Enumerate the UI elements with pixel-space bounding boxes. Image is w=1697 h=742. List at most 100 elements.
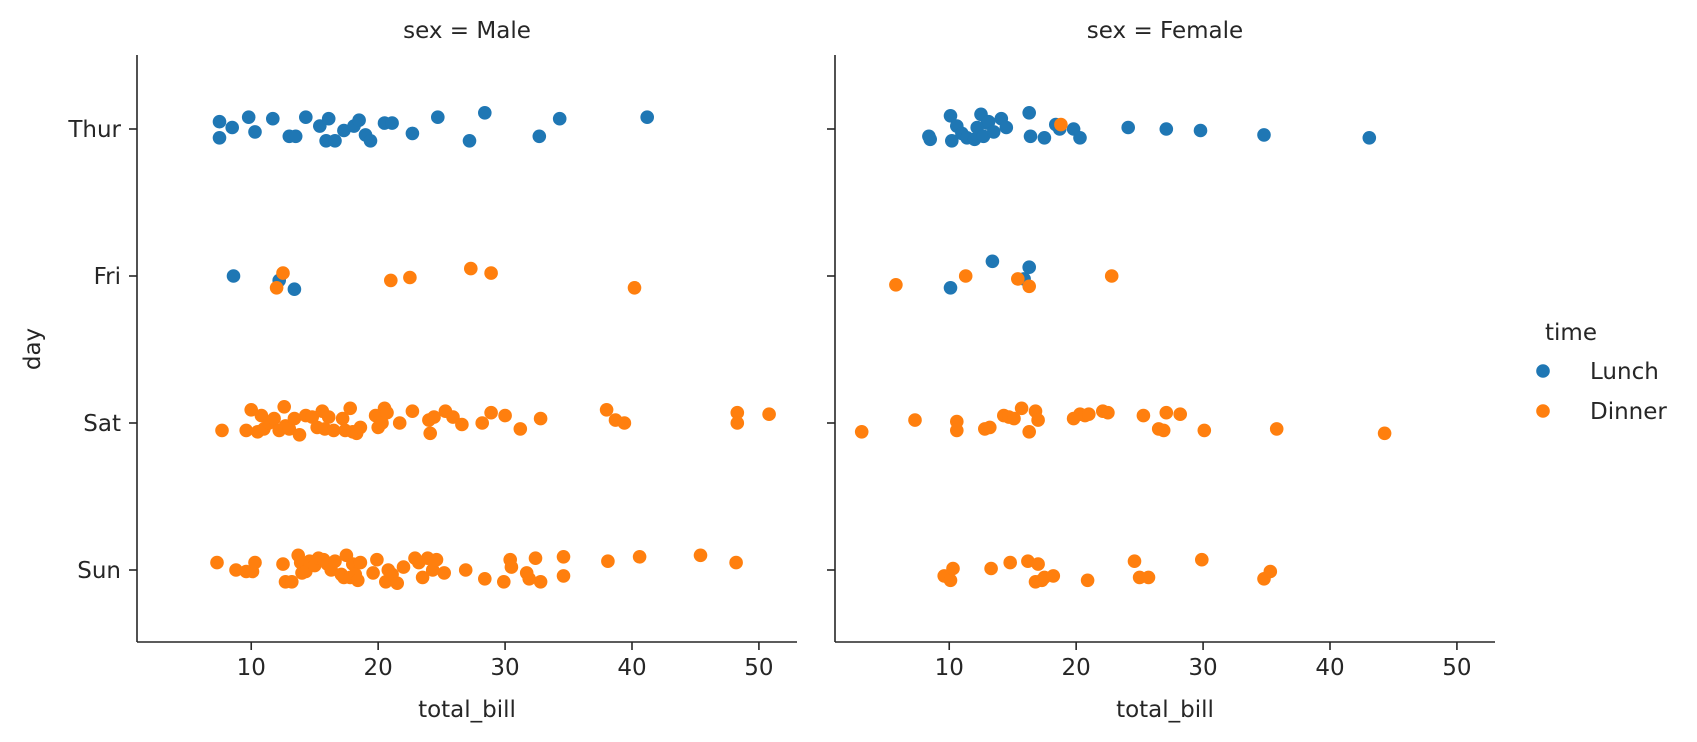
- data-point: [1022, 260, 1036, 275]
- data-point: [478, 572, 492, 586]
- data-point: [1159, 122, 1174, 136]
- data-point: [351, 573, 365, 588]
- data-point: [462, 134, 477, 148]
- x-tick-label: 20: [364, 655, 393, 681]
- data-point: [343, 401, 358, 416]
- data-point: [335, 411, 350, 426]
- legend-item-lunch: Lunch: [1536, 359, 1659, 385]
- series-dinner: [210, 261, 776, 590]
- data-point: [241, 110, 256, 124]
- data-point: [640, 110, 654, 124]
- x-tick-label: 50: [1442, 655, 1471, 681]
- data-point: [1269, 422, 1284, 436]
- data-point: [287, 411, 302, 426]
- data-point: [392, 416, 407, 430]
- data-point: [215, 423, 229, 438]
- data-point: [269, 281, 284, 295]
- data-point: [405, 126, 420, 141]
- panel-title: sex = Female: [1087, 18, 1243, 44]
- y-tick-label: Thur: [67, 117, 121, 143]
- panel-title: sex = Male: [403, 18, 531, 44]
- data-point: [353, 555, 368, 570]
- x-axis-label: total_bill: [1116, 697, 1214, 723]
- data-point: [556, 550, 571, 564]
- data-point: [212, 131, 227, 145]
- y-axis-label: day: [20, 328, 46, 370]
- data-point: [599, 403, 614, 417]
- data-point: [981, 114, 996, 129]
- data-point: [1082, 407, 1096, 422]
- legend-marker: [1536, 404, 1550, 418]
- data-point: [248, 555, 262, 570]
- data-point: [1362, 131, 1377, 145]
- data-point: [730, 405, 745, 420]
- x-tick-label: 30: [1188, 655, 1217, 681]
- data-point: [945, 134, 959, 148]
- data-point: [380, 405, 394, 420]
- data-point: [1377, 426, 1392, 441]
- data-point: [1193, 123, 1208, 138]
- x-tick-label: 40: [617, 655, 646, 681]
- data-point: [1031, 413, 1045, 427]
- data-point: [923, 132, 937, 147]
- data-point: [1127, 554, 1142, 568]
- data-point: [1037, 131, 1052, 145]
- data-point: [328, 554, 342, 568]
- data-point: [475, 416, 490, 430]
- x-axis-label: total_bill: [418, 697, 516, 723]
- data-point: [533, 411, 548, 426]
- data-point: [244, 403, 258, 417]
- data-point: [946, 561, 960, 576]
- series-lunch: [212, 106, 654, 297]
- data-point: [762, 407, 776, 422]
- data-point: [498, 408, 512, 423]
- data-point: [943, 109, 958, 123]
- data-point: [277, 400, 292, 414]
- data-point: [854, 425, 869, 439]
- data-point: [1121, 120, 1135, 135]
- data-point: [403, 270, 417, 285]
- data-point: [484, 405, 498, 420]
- data-point: [908, 413, 922, 427]
- data-point: [1073, 131, 1087, 145]
- data-point: [632, 550, 647, 564]
- data-point: [415, 570, 430, 585]
- data-point: [288, 129, 303, 144]
- data-point: [405, 404, 420, 419]
- data-point: [552, 111, 567, 126]
- data-point: [556, 569, 571, 583]
- data-point: [375, 416, 389, 430]
- data-point: [943, 573, 958, 588]
- x-tick-label: 10: [237, 655, 266, 681]
- data-point: [1159, 405, 1174, 420]
- data-point: [423, 426, 438, 441]
- data-point: [366, 566, 380, 580]
- data-point: [1257, 128, 1271, 142]
- data-point: [226, 269, 241, 283]
- data-point: [326, 423, 341, 438]
- data-point: [513, 422, 528, 436]
- data-point: [1101, 405, 1115, 420]
- data-point: [976, 129, 991, 144]
- data-point: [1014, 401, 1029, 416]
- data-point: [384, 273, 398, 288]
- legend-label: Lunch: [1590, 359, 1659, 385]
- data-point: [617, 416, 632, 430]
- data-point: [1021, 554, 1035, 568]
- data-point: [958, 269, 973, 283]
- data-point: [266, 111, 280, 126]
- y-tick-label: Fri: [94, 264, 121, 290]
- data-point: [693, 548, 708, 563]
- data-point: [478, 106, 492, 120]
- data-point: [1173, 407, 1187, 422]
- data-point: [984, 561, 998, 576]
- data-point: [455, 417, 469, 432]
- data-point: [248, 125, 262, 139]
- data-point: [1031, 557, 1045, 571]
- data-point: [601, 554, 615, 568]
- data-point: [1263, 564, 1278, 579]
- data-point: [1104, 269, 1119, 283]
- data-point: [353, 420, 368, 435]
- data-point: [292, 428, 307, 442]
